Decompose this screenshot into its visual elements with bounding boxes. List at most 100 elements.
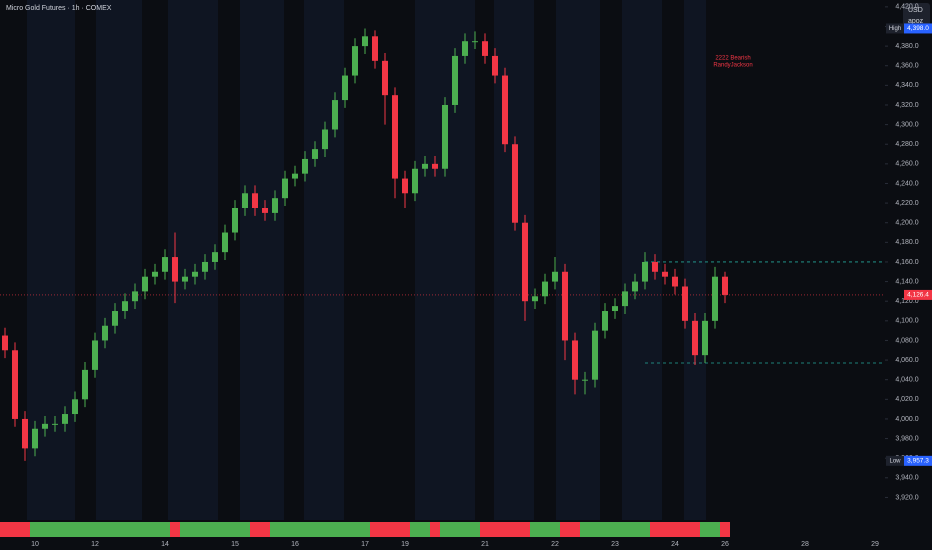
trend-strip — [70, 522, 80, 537]
candle-body — [622, 291, 628, 307]
trend-strip — [330, 522, 340, 537]
candle-body — [292, 173, 298, 179]
candle-body — [272, 198, 278, 213]
candle-body — [252, 193, 258, 208]
trend-strip — [20, 522, 30, 537]
stripe — [415, 0, 475, 520]
trend-strip — [540, 522, 550, 537]
y-tick-label: 4,100.0 — [895, 318, 918, 325]
candle-body — [192, 271, 198, 277]
currency-box[interactable] — [903, 3, 930, 27]
currency[interactable]: USD — [908, 7, 923, 14]
candle-body — [92, 340, 98, 370]
candle-body — [52, 423, 58, 425]
x-tick-label: 15 — [231, 541, 239, 548]
trend-strip — [600, 522, 610, 537]
y-tick-label: 4,300.0 — [895, 121, 918, 128]
candle-body — [232, 208, 238, 233]
stripe — [684, 0, 706, 520]
candle-body — [432, 163, 438, 169]
trend-strip — [520, 522, 530, 537]
candle-body — [182, 276, 188, 282]
trend-strip — [150, 522, 160, 537]
trend-strip — [90, 522, 100, 537]
candle-body — [682, 286, 688, 321]
candle-body — [402, 178, 408, 194]
trend-strip — [400, 522, 410, 537]
x-tick-label: 26 — [721, 541, 729, 548]
candle-body — [632, 281, 638, 292]
trend-strip — [700, 522, 710, 537]
trend-strip — [30, 522, 40, 537]
y-tick-label: 4,220.0 — [895, 200, 918, 207]
trend-strip — [410, 522, 420, 537]
candle-body — [422, 163, 428, 169]
y-tick-label: 4,320.0 — [895, 102, 918, 109]
x-tick-label: 24 — [671, 541, 679, 548]
x-tick-label: 22 — [551, 541, 559, 548]
candle-body — [522, 222, 528, 302]
trend-strip — [610, 522, 620, 537]
trend-strip — [60, 522, 70, 537]
candle-body — [502, 75, 508, 145]
annotation: 2222 Bearish — [715, 55, 750, 61]
trend-strip — [320, 522, 330, 537]
y-tick-label: 3,980.0 — [895, 435, 918, 442]
trend-strip — [720, 522, 730, 537]
x-tick-label: 29 — [871, 541, 879, 548]
marker-value-box — [904, 23, 932, 34]
candle-body — [692, 320, 698, 356]
trend-strip — [180, 522, 190, 537]
trend-strip — [480, 522, 490, 537]
candle-body — [532, 296, 538, 302]
chart-title: Micro Gold Futures · 1h · COMEX — [6, 5, 112, 12]
x-tick-label: 14 — [161, 541, 169, 548]
candle-body — [302, 158, 308, 174]
trend-strip — [280, 522, 290, 537]
candle-body — [242, 193, 248, 208]
trend-strip — [510, 522, 520, 537]
marker-value-box — [904, 455, 932, 466]
stripe — [240, 0, 284, 520]
scale-mode[interactable]: apoz — [908, 18, 924, 25]
candle-body — [132, 291, 138, 302]
trend-strip — [240, 522, 250, 537]
candle-body — [722, 276, 728, 295]
trend-strip — [220, 522, 230, 537]
trend-strip — [530, 522, 540, 537]
trend-strip — [620, 522, 630, 537]
candle-body — [652, 261, 658, 272]
stripe — [304, 0, 344, 520]
candle-body — [62, 414, 68, 424]
marker-label: High — [889, 26, 901, 32]
trend-strip — [0, 522, 10, 537]
y-tick-label: 4,420.0 — [895, 4, 918, 11]
candle-body — [72, 399, 78, 415]
trend-strip — [380, 522, 390, 537]
candle-body — [452, 55, 458, 105]
candle-body — [202, 261, 208, 272]
trend-strip — [500, 522, 510, 537]
candle-body — [592, 330, 598, 380]
trend-strip — [650, 522, 660, 537]
trend-strip — [80, 522, 90, 537]
trend-strip — [250, 522, 260, 537]
y-tick-label: 4,080.0 — [895, 337, 918, 344]
x-tick-label: 21 — [481, 541, 489, 548]
candle-body — [462, 41, 468, 56]
trend-strip — [580, 522, 590, 537]
session-stripes — [27, 0, 706, 520]
trend-strip — [130, 522, 140, 537]
candle-body — [662, 271, 668, 277]
marker-value: 4,126.4 — [907, 292, 929, 299]
trend-strip — [710, 522, 720, 537]
candle-body — [172, 257, 178, 282]
y-tick-label: 4,120.0 — [895, 298, 918, 305]
trend-strip — [310, 522, 320, 537]
trend-strip — [200, 522, 210, 537]
trend-strip — [440, 522, 450, 537]
candle-body — [352, 46, 358, 76]
x-tick-label: 12 — [91, 541, 99, 548]
trend-strip — [660, 522, 670, 537]
